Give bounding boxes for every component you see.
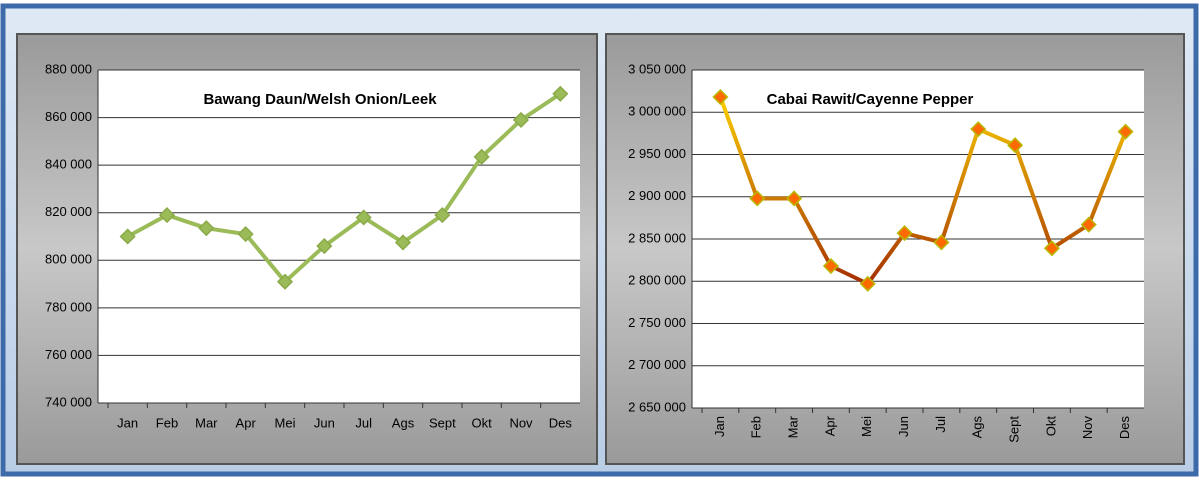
x-tick-label: Mei: [275, 415, 296, 430]
x-tick-label: Feb: [749, 416, 764, 438]
chart-title: Cabai Rawit/Cayenne Pepper: [767, 91, 974, 108]
x-tick-label: Nov: [1080, 416, 1095, 440]
x-tick-label: Apr: [236, 415, 257, 430]
y-tick-label: 760 000: [45, 347, 92, 362]
y-tick-label: 800 000: [45, 252, 92, 267]
marker: [119, 228, 136, 245]
x-tick-label: Des: [1117, 416, 1132, 440]
x-tick-label: Ags: [392, 415, 415, 430]
x-tick-label: Jul: [933, 416, 948, 433]
x-tick-label: Des: [549, 415, 573, 430]
marker: [198, 220, 215, 237]
y-tick-label: 860 000: [45, 109, 92, 124]
x-tick-label: Jan: [117, 415, 138, 430]
x-tick-label: Nov: [509, 415, 533, 430]
y-tick-label: 880 000: [45, 61, 92, 76]
marker: [316, 237, 333, 255]
marker: [859, 275, 876, 292]
x-tick-label: Feb: [156, 415, 178, 430]
x-tick-label: Jul: [355, 415, 372, 430]
y-tick-label: 2 750 000: [628, 315, 686, 330]
marker: [434, 207, 451, 224]
x-tick-label: Jan: [712, 416, 727, 437]
y-tick-label: 740 000: [45, 394, 92, 409]
marker: [970, 121, 987, 138]
marker: [822, 257, 839, 275]
marker: [712, 88, 729, 106]
y-tick-label: 3 050 000: [628, 61, 686, 76]
marker: [512, 111, 530, 129]
marker: [237, 226, 254, 243]
y-tick-label: 2 700 000: [628, 357, 686, 372]
marker: [896, 225, 913, 242]
x-tick-label: Mei: [859, 416, 874, 437]
marker: [473, 148, 490, 165]
marker: [276, 273, 294, 290]
marker: [1043, 240, 1060, 257]
x-tick-label: Okt: [1043, 416, 1058, 437]
x-tick-label: Mar: [786, 415, 801, 438]
y-tick-label: 2 950 000: [628, 146, 686, 161]
x-tick-label: Jun: [314, 415, 335, 430]
x-tick-label: Apr: [822, 415, 837, 436]
marker: [394, 234, 412, 251]
chart-title: Bawang Daun/Welsh Onion/Leek: [203, 91, 437, 108]
marker: [1080, 216, 1097, 233]
marker: [355, 209, 372, 226]
marker: [1007, 137, 1024, 154]
y-tick-label: 2 800 000: [628, 273, 686, 288]
marker: [786, 190, 803, 207]
y-tick-label: 820 000: [45, 204, 92, 219]
marker: [933, 234, 950, 251]
x-tick-label: Okt: [472, 415, 493, 430]
y-tick-label: 780 000: [45, 299, 92, 314]
y-tick-label: 840 000: [45, 157, 92, 172]
y-tick-label: 2 650 000: [628, 399, 686, 414]
x-tick-label: Ags: [970, 416, 985, 439]
marker: [158, 207, 176, 224]
y-tick-label: 2 900 000: [628, 188, 686, 203]
y-tick-label: 3 000 000: [628, 104, 686, 119]
line: [126, 92, 562, 285]
x-tick-label: Sept: [429, 415, 456, 430]
marker: [552, 85, 569, 102]
x-tick-label: Mar: [195, 415, 218, 430]
x-tick-label: Jun: [896, 416, 911, 437]
x-tick-label: Sept: [1007, 416, 1022, 443]
marker: [749, 190, 766, 207]
y-tick-label: 2 850 000: [628, 230, 686, 245]
marker: [1117, 123, 1134, 140]
